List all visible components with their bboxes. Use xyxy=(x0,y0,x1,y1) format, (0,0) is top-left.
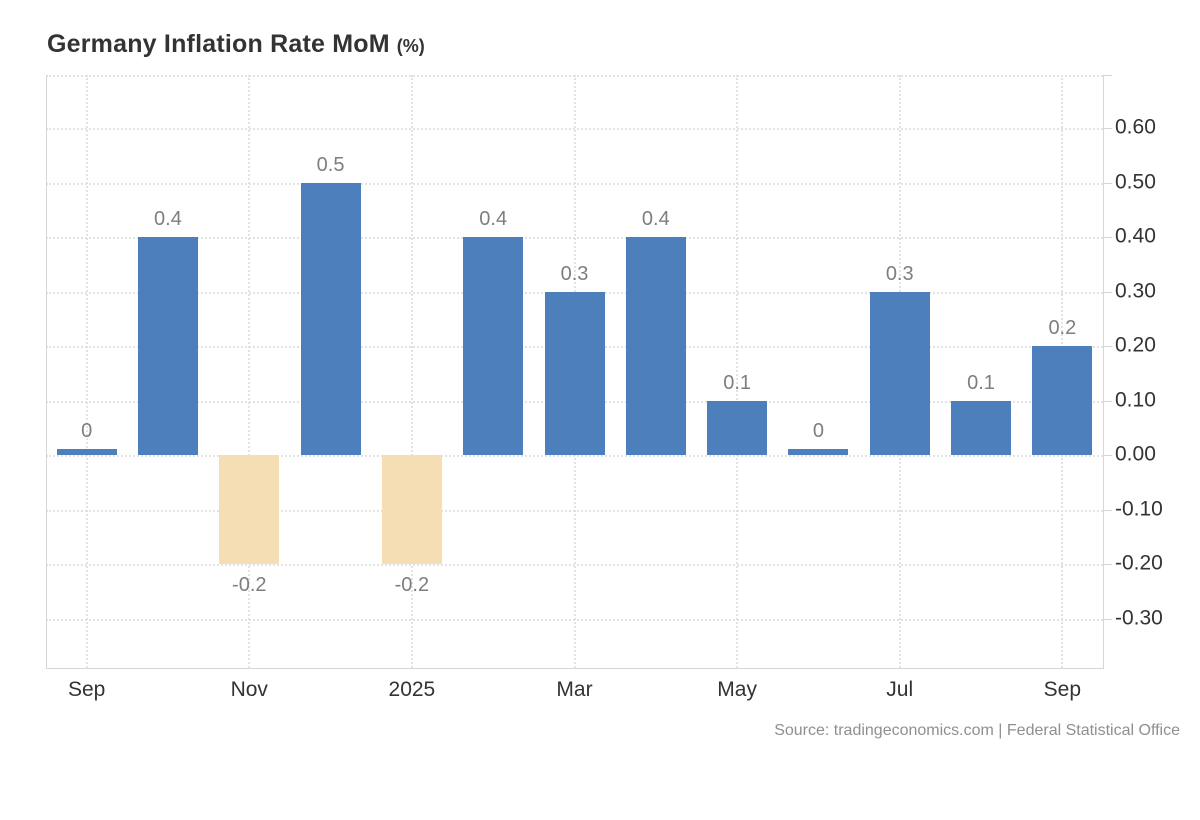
x-axis-label: May xyxy=(717,678,757,701)
y-axis-tick xyxy=(1103,346,1112,347)
y-axis-label: 0.00 xyxy=(1115,442,1156,466)
bar-apr-2025[interactable] xyxy=(625,237,686,455)
bar-value-label: 0.1 xyxy=(723,371,752,394)
bar-value-label: 0.4 xyxy=(641,208,670,230)
v-gridline xyxy=(85,75,88,668)
bar-value-label: 0.4 xyxy=(479,208,508,230)
bar-feb-2025[interactable] xyxy=(463,237,524,455)
bar-jul-2025[interactable] xyxy=(869,291,930,455)
y-axis-label: 0.60 xyxy=(1115,115,1156,139)
y-axis-line xyxy=(1103,75,1104,668)
x-axis-label: 2025 xyxy=(388,678,436,701)
bar-value-label: 0 xyxy=(81,420,93,442)
y-axis-tick xyxy=(1103,400,1112,402)
bar-sep-2024[interactable] xyxy=(56,449,117,455)
y-axis-label: 0.30 xyxy=(1115,279,1156,303)
y-axis-label: -0.10 xyxy=(1115,497,1163,521)
y-axis-tick xyxy=(1103,618,1112,620)
bar-dec-2024[interactable] xyxy=(300,182,361,455)
y-axis-label: 0.50 xyxy=(1115,170,1156,194)
v-gridline xyxy=(248,75,251,668)
bar-value-label: 0.2 xyxy=(1048,317,1077,339)
source-attribution: Source: tradingeconomics.com | Federal S… xyxy=(774,722,1180,739)
y-axis-tick xyxy=(1103,455,1112,456)
y-axis-tick xyxy=(1103,128,1112,129)
bar-aug-2025[interactable] xyxy=(951,400,1012,455)
bar-value-label: 0.1 xyxy=(967,371,995,394)
v-gridline xyxy=(410,75,413,668)
x-axis-label: Sep xyxy=(1043,678,1082,701)
y-axis-label: 0.40 xyxy=(1115,224,1156,248)
chart-title-unit: (%) xyxy=(396,36,425,56)
y-axis-tick xyxy=(1103,564,1112,565)
x-axis-label: Sep xyxy=(67,678,106,701)
bar-jun-2025[interactable] xyxy=(788,449,849,455)
x-axis-label: Mar xyxy=(556,678,593,701)
y-axis-tick xyxy=(1103,291,1112,293)
y-axis-label: -0.30 xyxy=(1115,606,1163,630)
bar-oct-2024[interactable] xyxy=(137,237,198,455)
y-axis-tick xyxy=(1103,237,1112,238)
x-axis-line xyxy=(46,668,1104,669)
bar-value-label: -0.2 xyxy=(394,574,430,596)
y-axis-tick xyxy=(1103,75,1112,76)
y-axis-tick xyxy=(1103,182,1112,184)
chart-title: Germany Inflation Rate MoM (%) xyxy=(47,30,425,59)
bar-value-label: 0.3 xyxy=(885,262,914,285)
x-axis-label: Nov xyxy=(230,678,268,701)
plot-left-border xyxy=(46,75,47,668)
chart-title-text: Germany Inflation Rate MoM xyxy=(47,30,390,58)
bar-value-label: 0.5 xyxy=(316,153,345,176)
y-axis-label: 0.20 xyxy=(1115,333,1156,357)
bar-value-label: -0.2 xyxy=(232,574,267,596)
bar-mar-2025[interactable] xyxy=(544,291,605,455)
y-axis-label: -0.20 xyxy=(1115,551,1163,575)
y-axis-tick xyxy=(1103,509,1112,511)
bar-nov-2024[interactable] xyxy=(219,455,280,564)
bar-value-label: 0 xyxy=(812,420,824,442)
y-axis-label: 0.10 xyxy=(1115,388,1156,412)
v-gridline xyxy=(736,75,739,668)
bar-value-label: 0.3 xyxy=(560,262,589,285)
x-axis-label: Jul xyxy=(886,678,914,701)
bar-value-label: 0.4 xyxy=(154,208,182,230)
bar-sep-2025[interactable] xyxy=(1032,346,1093,455)
bar-jan-2025[interactable] xyxy=(381,455,442,564)
bar-may-2025[interactable] xyxy=(707,400,768,455)
